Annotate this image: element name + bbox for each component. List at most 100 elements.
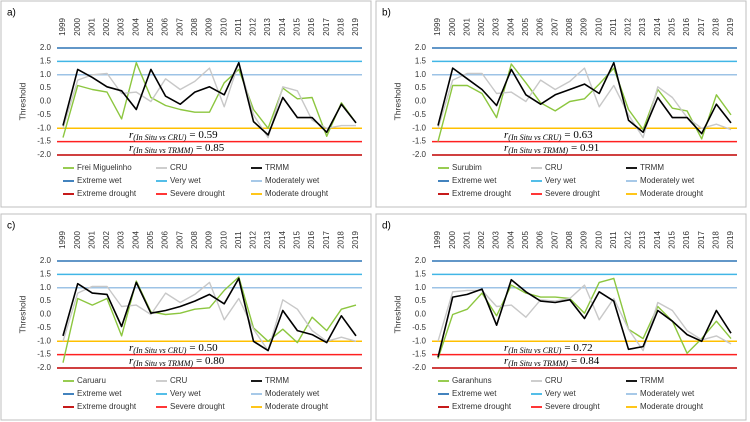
x-tick-label: 2015 xyxy=(668,18,677,36)
y-tick-label: -2.0 xyxy=(37,363,51,372)
x-tick-label: 2009 xyxy=(580,18,589,36)
value-text: = 0.50 xyxy=(189,342,218,354)
y-tick-label: 1.0 xyxy=(415,70,427,79)
x-tick-label: 2013 xyxy=(263,231,272,249)
legend-label: Surubim xyxy=(452,163,482,172)
y-tick-label: 0.0 xyxy=(415,97,427,106)
x-tick-label: 2018 xyxy=(336,18,345,36)
series-line xyxy=(62,62,356,139)
legend-label: Frei Miguelinho xyxy=(77,163,132,172)
symbol: r xyxy=(504,142,509,154)
y-tick-label: 0.0 xyxy=(415,310,427,319)
x-tick-label: 2016 xyxy=(682,231,691,249)
legend-label: TRMM xyxy=(265,376,289,385)
panel-frame xyxy=(0,0,372,208)
x-tick-label: 2019 xyxy=(726,231,735,249)
x-tick-label: 2014 xyxy=(278,18,287,36)
x-tick-label: 1999 xyxy=(433,18,442,36)
y-tick-label: -0.5 xyxy=(412,110,426,119)
legend-label: TRMM xyxy=(640,376,664,385)
x-tick-label: 2007 xyxy=(175,18,184,36)
legend-label: Severe drought xyxy=(545,189,600,198)
legend-label: Garanhuns xyxy=(452,376,492,385)
x-tick-label: 2006 xyxy=(536,231,545,249)
x-tick-label: 2019 xyxy=(726,18,735,36)
y-tick-label: 2.0 xyxy=(415,256,427,265)
correlation-annotation: r(In Situ vs CRU) = 0.72 xyxy=(504,342,593,355)
legend-label: Extreme drought xyxy=(452,402,512,411)
x-tick-label: 1999 xyxy=(58,231,67,249)
series-line xyxy=(62,281,357,352)
y-tick-label: -2.0 xyxy=(412,363,426,372)
subscript: (In Situ vs TRMM) xyxy=(508,359,568,368)
y-tick-label: 0.5 xyxy=(40,83,52,92)
x-tick-label: 2007 xyxy=(550,231,559,249)
x-tick-label: 2018 xyxy=(336,231,345,249)
legend-label: Extreme drought xyxy=(77,402,137,411)
x-tick-label: 2016 xyxy=(682,18,691,36)
x-tick-label: 2016 xyxy=(307,231,316,249)
y-tick-label: 2.0 xyxy=(40,256,52,265)
legend-label: TRMM xyxy=(640,163,664,172)
legend-label: TRMM xyxy=(265,163,289,172)
y-tick-label: 0.5 xyxy=(415,296,427,305)
subscript: (In Situ vs CRU) xyxy=(133,133,186,142)
x-tick-label: 2011 xyxy=(234,18,243,36)
x-tick-label: 2008 xyxy=(565,231,574,249)
x-tick-label: 2013 xyxy=(263,18,272,36)
x-tick-label: 2001 xyxy=(462,231,471,249)
symbol: r xyxy=(504,355,509,367)
legend-label: Extreme wet xyxy=(77,389,122,398)
legend-label: Very wet xyxy=(170,389,201,398)
legend-label: Very wet xyxy=(170,176,201,185)
symbol: r xyxy=(129,129,134,141)
legend-label: Moderately wet xyxy=(265,389,320,398)
y-tick-label: 0.0 xyxy=(40,310,52,319)
legend-label: CRU xyxy=(170,376,188,385)
x-tick-label: 2012 xyxy=(249,18,258,36)
y-tick-label: 1.0 xyxy=(415,283,427,292)
legend-label: Extreme wet xyxy=(452,176,497,185)
x-tick-label: 2005 xyxy=(521,231,530,249)
y-tick-label: -1.5 xyxy=(412,350,426,359)
symbol: r xyxy=(504,129,509,141)
subscript: (In Situ vs CRU) xyxy=(508,346,561,355)
legend-label: Moderate drought xyxy=(640,402,704,411)
legend-label: Moderate drought xyxy=(640,189,704,198)
x-tick-label: 2013 xyxy=(638,231,647,249)
x-tick-label: 2007 xyxy=(175,231,184,249)
value-text: = 0.80 xyxy=(196,355,225,367)
x-tick-label: 2011 xyxy=(609,18,618,36)
x-tick-label: 2003 xyxy=(117,231,126,249)
panel: b) Threshold 2.0 1.5 1.0 0.5 0.0 -0.5 -1.0 -1.5 -2… xyxy=(375,0,747,208)
panel-frame xyxy=(375,0,747,208)
x-tick-label: 2010 xyxy=(594,231,603,249)
x-tick-label: 2004 xyxy=(131,18,140,36)
x-tick-label: 2007 xyxy=(550,18,559,36)
legend-label: Severe drought xyxy=(170,402,225,411)
x-tick-label: 2008 xyxy=(190,231,199,249)
x-tick-label: 2014 xyxy=(653,231,662,249)
panel-label: d) xyxy=(382,221,391,232)
x-tick-label: 2017 xyxy=(697,18,706,36)
correlation-annotation: r(In Situ vs CRU) = 0.63 xyxy=(504,129,593,142)
x-tick-label: 2001 xyxy=(462,18,471,36)
x-tick-label: 2010 xyxy=(219,231,228,249)
value-text: = 0.84 xyxy=(571,355,600,367)
y-tick-label: 1.0 xyxy=(40,70,52,79)
y-tick-label: -1.0 xyxy=(37,336,51,345)
x-tick-label: 2004 xyxy=(506,18,515,36)
x-tick-label: 2014 xyxy=(278,231,287,249)
y-tick-label: 0.5 xyxy=(40,296,52,305)
legend-label: Moderate drought xyxy=(265,402,329,411)
x-tick-label: 2006 xyxy=(161,231,170,249)
x-tick-label: 2019 xyxy=(351,18,360,36)
x-tick-label: 2011 xyxy=(609,231,618,249)
correlation-annotation: r(In Situ vs CRU) = 0.59 xyxy=(129,129,218,142)
y-axis-label: Threshold xyxy=(17,295,27,333)
y-tick-label: -2.0 xyxy=(37,150,51,159)
y-tick-label: -1.0 xyxy=(412,123,426,132)
legend-label: Extreme wet xyxy=(77,176,122,185)
y-tick-label: 2.0 xyxy=(40,43,52,52)
symbol: r xyxy=(129,342,134,354)
